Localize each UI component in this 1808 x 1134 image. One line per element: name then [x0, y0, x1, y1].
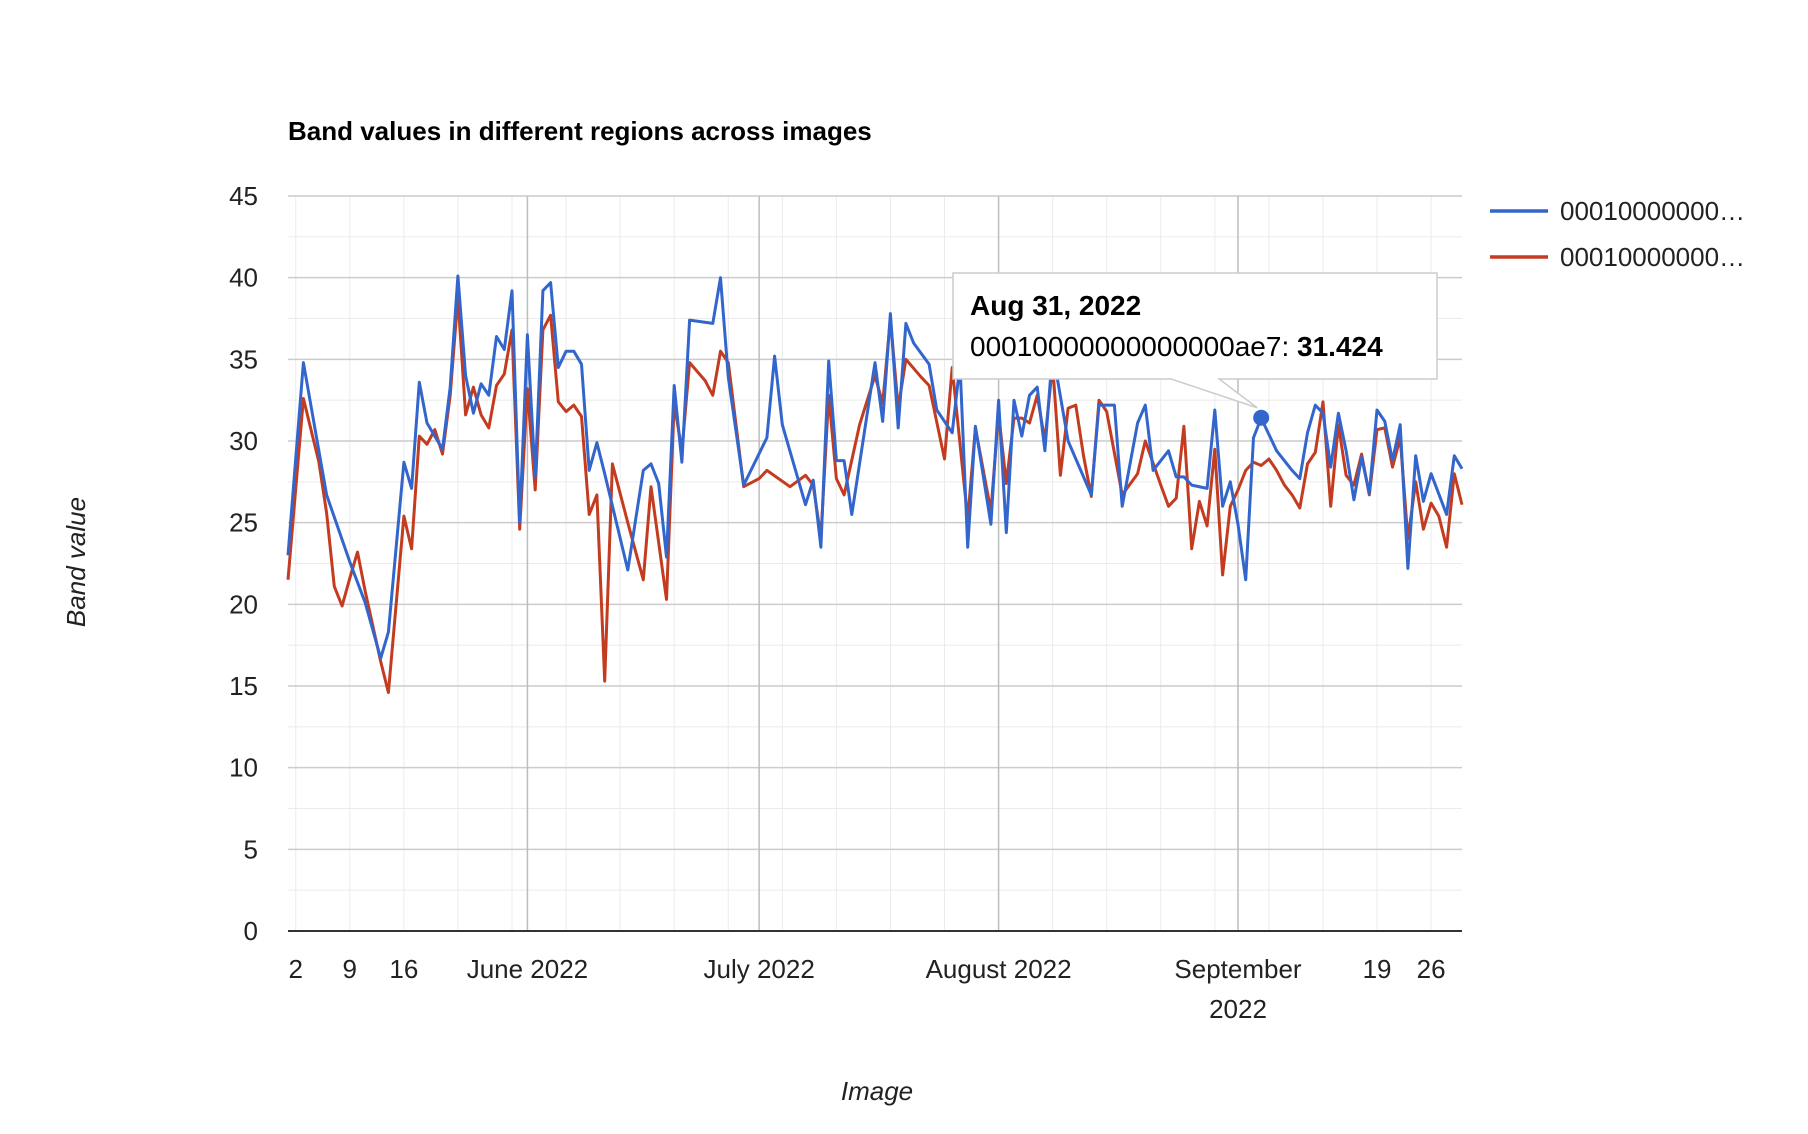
legend-label-1[interactable]: 00010000000…: [1560, 196, 1745, 226]
y-tick-label: 10: [229, 753, 258, 783]
y-axis-title: Band value: [61, 497, 91, 627]
y-tick-label: 0: [244, 916, 258, 946]
series-line-1[interactable]: [286, 274, 1464, 660]
svg-text:00010000000000000ae7: 31.424: 00010000000000000ae7: 31.424: [970, 331, 1383, 362]
y-tick-label: 35: [229, 344, 258, 374]
x-tick-label: July 2022: [703, 954, 814, 984]
tooltip-box: [952, 272, 1438, 409]
tooltip-series-label: 00010000000000000ae7: [970, 331, 1281, 362]
x-tick-label: August 2022: [926, 954, 1072, 984]
tooltip-value: 31.424: [1297, 331, 1383, 362]
x-tick-label: September: [1174, 954, 1302, 984]
x-tick-label: June 2022: [467, 954, 588, 984]
x-tick-label: 26: [1417, 954, 1446, 984]
tooltip: Aug 31, 2022 00010000000000000ae7: 31.42…: [952, 272, 1438, 426]
x-axis-title: Image: [841, 1076, 913, 1106]
legend-label-2[interactable]: 00010000000…: [1560, 242, 1745, 272]
x-axis-ticks: 2 9 16 June 2022 July 2022 August 2022 Septemb…: [288, 954, 1445, 1024]
tooltip-separator: :: [1281, 331, 1297, 362]
legend: 00010000000… 00010000000…: [1490, 196, 1745, 272]
x-tick-label: 16: [389, 954, 418, 984]
y-axis-ticks: 0 5 10 15 20 25 30 35 40 45: [229, 181, 258, 946]
y-tick-label: 30: [229, 426, 258, 456]
chart-title: Band values in different regions across …: [288, 116, 872, 146]
y-tick-label: 45: [229, 181, 258, 211]
x-tick-label: 19: [1363, 954, 1392, 984]
series-line-2[interactable]: [286, 295, 1464, 694]
tooltip-date: Aug 31, 2022: [970, 290, 1141, 321]
x-tick-label: 9: [343, 954, 357, 984]
y-tick-label: 5: [244, 834, 258, 864]
series-layer: [286, 274, 1464, 694]
tooltip-point[interactable]: [1253, 409, 1270, 426]
y-tick-label: 20: [229, 589, 258, 619]
y-tick-label: 25: [229, 508, 258, 538]
x-tick-label-line2: 2022: [1209, 994, 1267, 1024]
y-tick-label: 40: [229, 263, 258, 293]
x-tick-label: 2: [288, 954, 302, 984]
y-tick-label: 15: [229, 671, 258, 701]
